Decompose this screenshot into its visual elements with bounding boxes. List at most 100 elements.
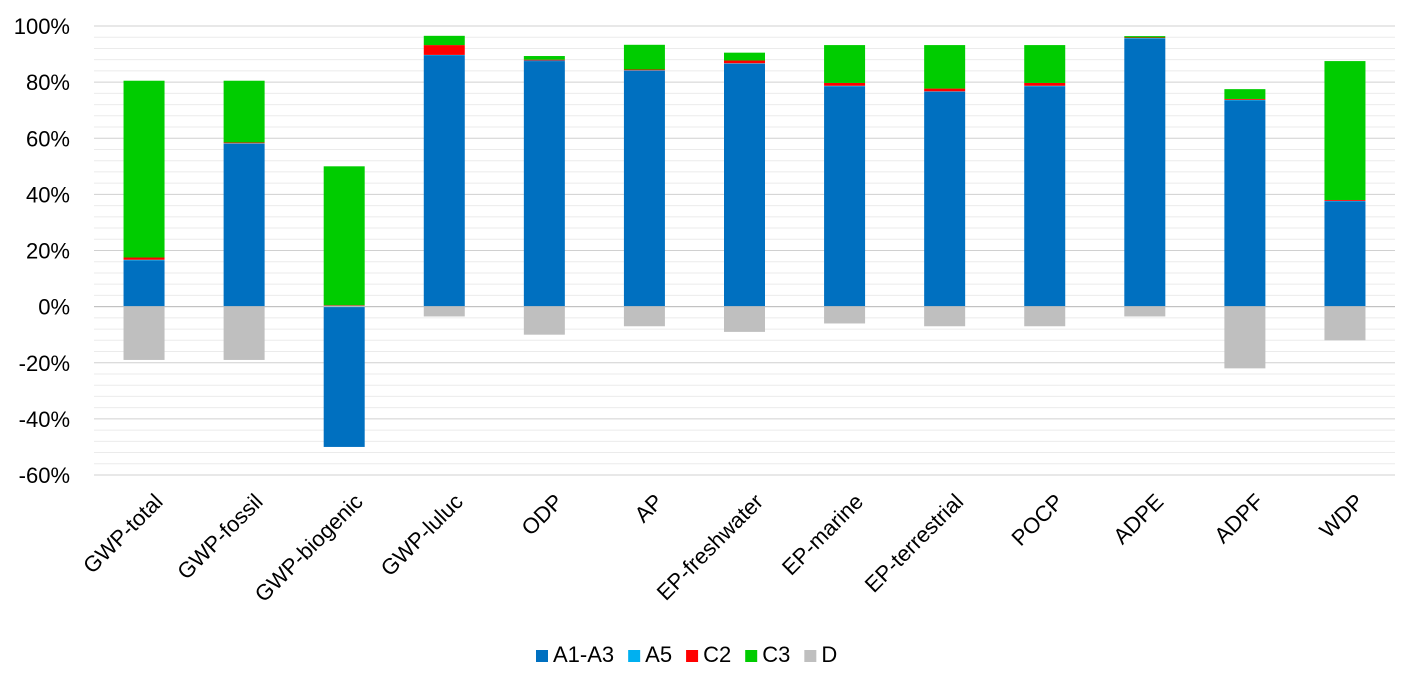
bar-segment-a1-a3	[623, 70, 665, 307]
y-tick-label: 20%	[26, 239, 70, 264]
bar-segment-d	[223, 306, 265, 360]
legend-label: D	[821, 642, 837, 667]
bar-segment-c3	[223, 80, 265, 143]
x-tick-label: POCP	[1006, 489, 1068, 551]
bar-segment-c2	[423, 45, 465, 55]
bar-segment-a1-a3	[523, 61, 565, 307]
y-tick-label: 60%	[26, 126, 70, 151]
bar-group-odp	[523, 56, 565, 335]
y-tick-label: 0%	[38, 295, 70, 320]
bar-segment-a5	[1124, 38, 1166, 39]
bar-segment-c3	[1324, 61, 1366, 200]
x-tick-label: EP-marine	[777, 489, 868, 580]
y-tick-label: 80%	[26, 70, 70, 95]
bar-segment-d	[1324, 306, 1366, 341]
bar-group-ep-marine	[824, 45, 866, 324]
bar-segment-c2	[623, 69, 665, 71]
y-tick-label: 100%	[14, 14, 70, 39]
x-tick-label: ADPE	[1108, 489, 1168, 549]
y-tick-label: -40%	[19, 407, 70, 432]
legend-label: A1-A3	[553, 642, 614, 667]
x-tick-label: EP-freshwater	[652, 489, 768, 605]
bar-segment-a5	[1324, 200, 1366, 202]
bar-segment-c2	[1224, 98, 1266, 100]
bar-group-adpf	[1224, 89, 1266, 369]
bar-group-pocp	[1024, 45, 1066, 327]
bar-segment-a1-a3	[724, 63, 765, 307]
bar-segment-c2	[1124, 37, 1166, 39]
bar-segment-a5	[724, 63, 765, 64]
legend-item-a1-a3: A1-A3	[536, 642, 614, 667]
bar-segment-c2	[1024, 82, 1066, 86]
bar-segment-d	[1224, 306, 1266, 369]
bar-group-ep-freshwater	[724, 52, 765, 332]
bar-segment-d	[1024, 306, 1066, 327]
legend: A1-A3 A5 C2 C3 D	[536, 642, 837, 667]
bar-segment-c2	[824, 82, 866, 86]
bar-group-gwp-luluc	[423, 35, 465, 317]
bar-segment-c2	[924, 88, 966, 92]
y-axis-tick-labels: -60% -40% -20% 0% 20% 40% 60% 80% 100%	[14, 14, 70, 488]
y-tick-label: -60%	[19, 463, 70, 488]
bar-segment-d	[123, 306, 165, 360]
bars	[123, 35, 1366, 447]
legend-swatch	[745, 650, 758, 662]
x-tick-label: GWP-total	[78, 489, 167, 578]
bar-segment-a5	[824, 85, 866, 87]
legend-label: A5	[645, 642, 672, 667]
bar-segment-d	[724, 306, 765, 332]
bar-segment-a5	[1224, 99, 1266, 101]
bar-segment-a5	[523, 60, 565, 62]
bar-segment-a1-a3	[223, 143, 265, 307]
legend-swatch	[686, 650, 699, 662]
x-tick-label: ODP	[516, 489, 567, 540]
bar-segment-a5	[223, 143, 265, 144]
bar-group-gwp-biogenic	[323, 166, 365, 447]
bar-segment-d	[924, 306, 966, 327]
bar-segment-a5	[123, 259, 165, 261]
legend-item-c3: C3	[745, 642, 790, 667]
bar-segment-a1-a3	[1024, 86, 1066, 307]
bar-segment-c3	[1224, 89, 1266, 99]
bar-segment-a1-a3	[123, 260, 165, 307]
bar-segment-c3	[123, 80, 165, 258]
bar-segment-c2	[123, 257, 165, 260]
bar-segment-c3	[623, 44, 665, 70]
bar-segment-c3	[924, 45, 966, 89]
x-tick-label: GWP-luluc	[376, 489, 468, 581]
x-tick-label: GWP-fossil	[172, 489, 267, 584]
bar-segment-c2	[223, 142, 265, 144]
bar-segment-c3	[1024, 45, 1066, 83]
x-tick-label: ADPF	[1209, 489, 1268, 548]
legend-label: C2	[703, 642, 731, 667]
legend-item-a5: A5	[628, 642, 672, 667]
bar-segment-c2	[724, 60, 765, 64]
bar-segment-c3	[1124, 36, 1166, 38]
y-tick-label: -20%	[19, 351, 70, 376]
bar-segment-d	[423, 306, 465, 317]
bar-group-wdp	[1324, 61, 1366, 341]
x-tick-label: WDP	[1315, 489, 1369, 543]
bar-group-adpe	[1124, 36, 1166, 317]
bar-segment-a1-a3	[824, 86, 866, 307]
legend-item-d: D	[804, 642, 837, 667]
bar-segment-d	[824, 306, 866, 324]
bar-segment-d	[1124, 306, 1166, 317]
bar-segment-d	[623, 306, 665, 327]
bar-segment-c3	[423, 35, 465, 46]
bar-segment-a1-a3	[1224, 100, 1266, 307]
x-tick-label: EP-terrestrial	[860, 489, 968, 597]
bar-group-gwp-total	[123, 80, 165, 360]
legend-swatch	[804, 650, 817, 662]
bar-segment-c3	[323, 166, 365, 306]
bar-segment-a5	[924, 91, 966, 92]
bar-segment-a5	[423, 54, 465, 56]
bar-segment-c3	[523, 56, 565, 60]
legend-item-c2: C2	[686, 642, 731, 667]
y-tick-label: 40%	[26, 182, 70, 207]
bar-segment-a1-a3	[1124, 38, 1166, 307]
bar-segment-a1-a3	[924, 91, 966, 307]
bar-segment-c2	[323, 305, 365, 306]
bar-segment-a1-a3	[323, 306, 365, 447]
